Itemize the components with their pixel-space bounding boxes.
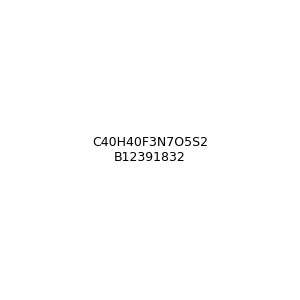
Text: C40H40F3N7O5S2
B12391832: C40H40F3N7O5S2 B12391832 xyxy=(92,136,208,164)
